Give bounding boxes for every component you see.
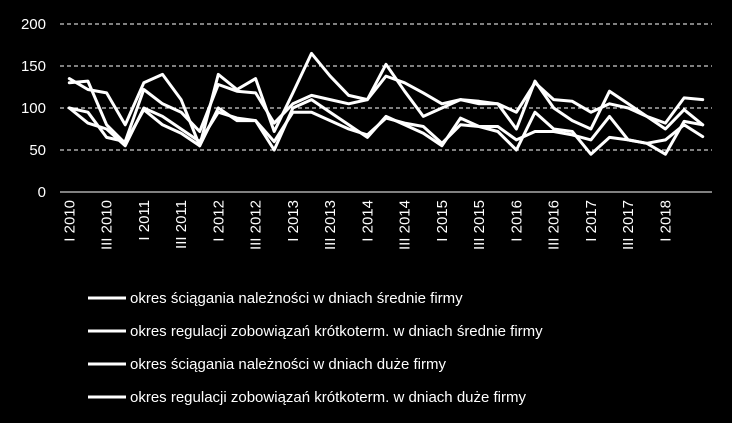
x-tick-label: III 2015 xyxy=(471,200,488,250)
x-tick-label: III 2016 xyxy=(546,200,563,250)
x-tick-label: I 2014 xyxy=(359,200,376,242)
y-axis-ticks: 0 50 100 150 200 xyxy=(21,16,46,201)
series-line-4 xyxy=(67,106,705,156)
legend: okres ściągania należności w dniach śred… xyxy=(88,290,543,406)
x-tick-label: I 2015 xyxy=(434,200,451,242)
legend-label-1: okres ściągania należności w dniach śred… xyxy=(130,290,463,307)
series-lines xyxy=(67,51,705,156)
legend-label-3: okres ściągania należności w dniach duże… xyxy=(130,356,446,373)
x-tick-label: III 2011 xyxy=(173,200,190,249)
x-tick-label: III 2014 xyxy=(397,200,414,250)
x-tick-label: III 2017 xyxy=(620,200,637,250)
y-tick-label: 0 xyxy=(38,184,46,201)
x-tick-label: III 2013 xyxy=(322,200,339,250)
series-line-2 xyxy=(67,74,705,144)
series-line-3 xyxy=(67,79,705,156)
x-tick-label: I 2016 xyxy=(508,200,525,242)
y-tick-label: 150 xyxy=(21,58,46,75)
x-tick-label: III 2010 xyxy=(99,200,116,250)
x-tick-label: I 2012 xyxy=(210,200,227,242)
x-tick-label: I 2017 xyxy=(583,200,600,242)
y-tick-label: 100 xyxy=(21,100,46,117)
y-tick-label: 50 xyxy=(29,142,46,159)
legend-label-4: okres regulacji zobowiązań krótkoterm. w… xyxy=(130,389,526,406)
y-tick-label: 200 xyxy=(21,16,46,33)
series-line-1 xyxy=(67,51,705,148)
x-axis-ticks: I 2010 III 2010 I 2011 III 2011 I 2012 III 20… xyxy=(61,200,674,250)
x-tick-label: I 2010 xyxy=(61,200,78,242)
x-tick-label: I 2011 xyxy=(136,200,153,241)
x-tick-label: I 2018 xyxy=(657,200,674,242)
legend-label-2: okres regulacji zobowiązań krótkoterm. w… xyxy=(130,323,543,340)
x-tick-label: III 2012 xyxy=(248,200,265,250)
x-tick-label: I 2013 xyxy=(285,200,302,242)
